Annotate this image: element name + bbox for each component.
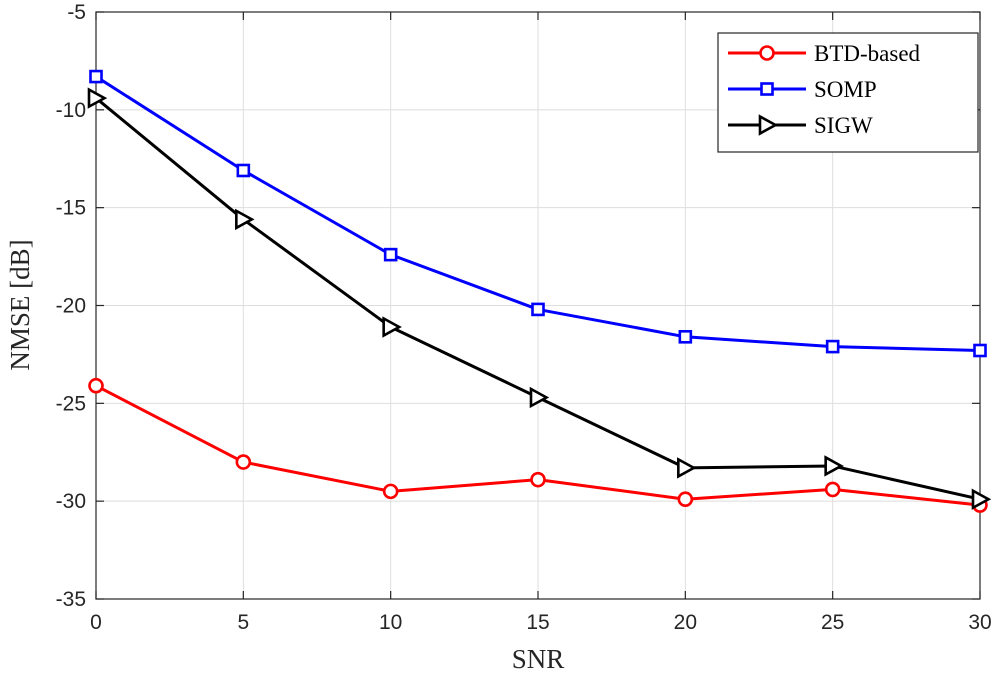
data-point	[529, 386, 550, 409]
data-point	[677, 491, 694, 508]
legend-label: SIGW	[814, 113, 873, 138]
x-tick-label: 20	[674, 611, 697, 634]
data-point	[530, 471, 546, 488]
data-point	[973, 343, 987, 358]
data-point	[87, 87, 108, 109]
legend: BTD-based SOMP SIGW	[717, 32, 979, 153]
y-axis-title: NMSE [dB]	[5, 239, 35, 370]
y-tick-label: -20	[56, 295, 86, 318]
legend-item: BTD-based	[728, 41, 921, 66]
data-point	[677, 457, 697, 479]
data-point	[235, 208, 255, 231]
legend-marker	[759, 45, 775, 61]
y-tick-label: -35	[56, 588, 86, 611]
data-point	[236, 163, 251, 178]
y-tick-label: -30	[56, 490, 86, 513]
x-tick-label: 5	[237, 611, 249, 634]
y-tick-label: -5	[67, 1, 86, 24]
y-tick-label: -10	[56, 99, 86, 122]
x-axis-title: SNR	[512, 644, 565, 674]
legend-items: BTD-based SOMP SIGW	[728, 41, 921, 138]
data-point	[824, 481, 841, 498]
x-tick-label: 10	[379, 611, 402, 634]
series-sigw	[87, 87, 992, 510]
x-tick-label: 15	[526, 611, 549, 634]
legend-item: SIGW	[728, 113, 873, 138]
x-tick-label: 0	[90, 611, 102, 634]
legend-marker	[760, 82, 774, 96]
data-point	[678, 330, 693, 344]
data-point	[382, 483, 399, 500]
series-group	[87, 69, 992, 513]
data-point	[531, 302, 545, 317]
legend-marker	[758, 114, 779, 136]
data-point	[824, 455, 844, 477]
y-tick-label: -25	[56, 392, 86, 415]
data-point	[825, 339, 840, 354]
data-point	[383, 247, 398, 262]
y-tick-label: -15	[56, 197, 86, 220]
data-point	[971, 488, 992, 510]
axis-ticks: 0 5 10 15 20 25 30 -35 -30 -25 -20 -15 -10 -5	[56, 1, 992, 634]
legend-label: SOMP	[814, 77, 877, 102]
legend-item: SOMP	[728, 77, 877, 102]
data-point	[382, 316, 402, 338]
data-point	[88, 377, 104, 394]
x-tick-label: 25	[821, 611, 844, 634]
series-btd-based	[88, 377, 988, 513]
data-point	[89, 69, 103, 84]
series-somp	[89, 69, 987, 358]
x-tick-label: 30	[968, 611, 991, 634]
data-point	[235, 454, 252, 470]
legend-label: BTD-based	[814, 41, 921, 66]
